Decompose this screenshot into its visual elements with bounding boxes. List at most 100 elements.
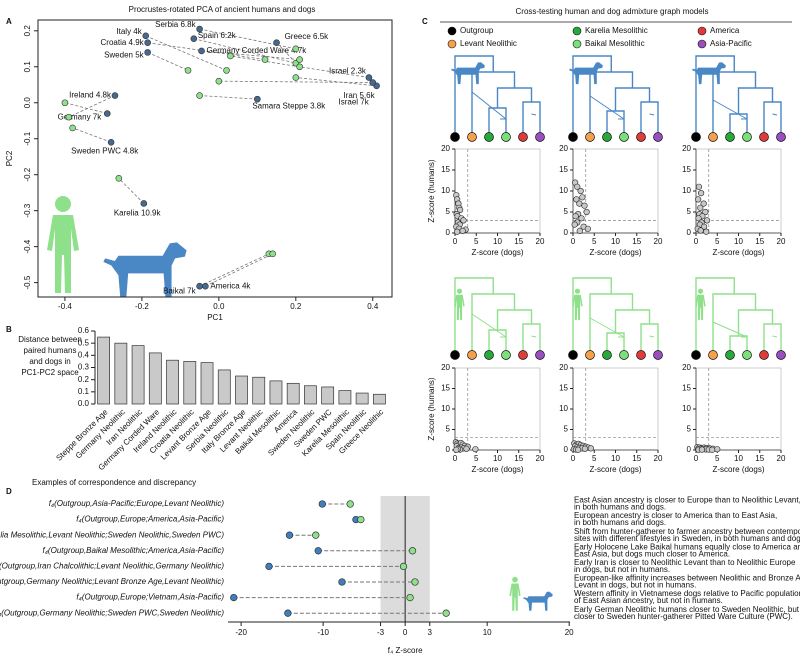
y-tick-label: 10 [441, 404, 450, 413]
tree-branch [614, 87, 651, 111]
y-tick-label: 0.2 [23, 25, 32, 37]
point [702, 208, 709, 216]
row-description: East Asian ancestry is closer to Europe … [574, 496, 800, 505]
y-axis-label: paired humans [24, 346, 77, 355]
x-tick-label: 5 [715, 237, 720, 246]
row-description: sites with different lifestyles in Swede… [574, 534, 800, 543]
panel-label: B [6, 325, 12, 334]
y-tick-label: 15 [441, 384, 450, 393]
pair-line [147, 52, 189, 71]
bar [304, 385, 317, 405]
legend-label: Baikal Mesolithic [585, 39, 645, 48]
legend-swatch [697, 26, 707, 36]
point [198, 47, 205, 55]
x-tick-label: 0 [453, 454, 458, 463]
tree-tip [602, 350, 612, 360]
point [697, 204, 704, 211]
y-axis-label: PC1-PC2 space [21, 368, 79, 377]
x-tick-label: 10 [493, 454, 502, 463]
x-tick-label: 20 [654, 237, 663, 246]
pair-line [218, 80, 373, 83]
point [457, 206, 464, 213]
x-tick-label: 0 [694, 237, 699, 246]
y-tick-label: 5 [564, 425, 569, 434]
x-axis-label: Z-score (dogs) [712, 248, 764, 257]
legend-label: America [710, 26, 740, 35]
point [273, 39, 280, 46]
bar [166, 359, 179, 405]
pair-line [199, 95, 258, 100]
y-tick-label: 20 [682, 363, 691, 372]
y-tick-label: 15 [559, 384, 568, 393]
y-tick-label: 0.5 [78, 338, 90, 347]
point [703, 228, 710, 235]
tree-tip [691, 350, 701, 360]
tree-branch [763, 101, 782, 137]
point [695, 215, 702, 222]
row-description: Early Holocene Lake Baikal humans equall… [574, 542, 800, 551]
tree-branch [488, 107, 507, 137]
point [140, 200, 148, 207]
x-tick-label: 0.4 [367, 302, 379, 311]
tree-branch [614, 309, 651, 333]
x-tick-label: 15 [514, 454, 523, 463]
point [365, 74, 373, 81]
bar [355, 392, 369, 405]
y-axis-label: Z-score (humans) [427, 159, 436, 222]
point [346, 500, 354, 508]
x-tick-label: 10 [734, 237, 743, 246]
legend-swatch [697, 39, 707, 49]
admixture-edge [712, 321, 778, 338]
point [142, 32, 150, 40]
point [111, 92, 119, 99]
point [65, 113, 73, 121]
row-description: in both humans and dogs. [574, 518, 666, 527]
x-tick-label: 5 [715, 454, 720, 463]
y-tick-label: 0 [687, 445, 692, 454]
y-tick-label: 5 [446, 207, 451, 216]
y-tick-label: 10 [559, 186, 568, 195]
y-tick-label: -0.2 [23, 167, 32, 181]
tree-tip [759, 132, 769, 142]
tree-tip [776, 132, 786, 142]
pair-line [205, 253, 273, 287]
tree-tip [484, 132, 494, 142]
point-label: Croatia 4.9k [101, 38, 145, 47]
pair-line [295, 77, 377, 87]
tree-tip [585, 350, 595, 360]
row-label: f₄(Outgroup,Iran Chalcolithic;Levant Neo… [0, 562, 224, 571]
point-label: Sweden 5k [104, 50, 145, 59]
tree-tip [484, 350, 494, 360]
y-tick-label: -0.3 [23, 203, 32, 217]
point [584, 225, 591, 232]
point [338, 578, 346, 586]
x-tick-label: 20 [777, 454, 786, 463]
x-tick-label: 20 [565, 628, 574, 637]
point [574, 183, 581, 190]
point-label: Baikal 7k [163, 286, 196, 295]
point [215, 77, 223, 85]
admixture-edge [471, 91, 537, 120]
point [369, 79, 377, 86]
x-tick-label: -10 [317, 628, 329, 637]
point-label: Israel 7k [339, 98, 370, 107]
y-tick-label: 10 [682, 404, 691, 413]
dog-icon [569, 62, 603, 85]
y-tick-label: 0.1 [78, 387, 90, 396]
x-tick-label: 0 [403, 628, 408, 637]
point [227, 52, 234, 60]
y-tick-label: -0.4 [23, 239, 32, 253]
x-axis-label: Z-score (dogs) [471, 465, 523, 474]
y-axis-label: and dogs in [29, 357, 70, 366]
point [296, 56, 303, 63]
point-label: Samara Steppe 3.8k [252, 101, 326, 110]
x-tick-label: 15 [755, 454, 764, 463]
y-tick-label: 0 [446, 445, 451, 454]
x-axis-label: Z-score (dogs) [589, 465, 641, 474]
point [230, 593, 238, 602]
tree-branch [589, 293, 634, 355]
row-description: European ancestry is closer to America t… [574, 511, 777, 520]
tree-branch [712, 293, 757, 355]
tree-tip [619, 132, 629, 142]
legend-swatch [447, 26, 457, 36]
